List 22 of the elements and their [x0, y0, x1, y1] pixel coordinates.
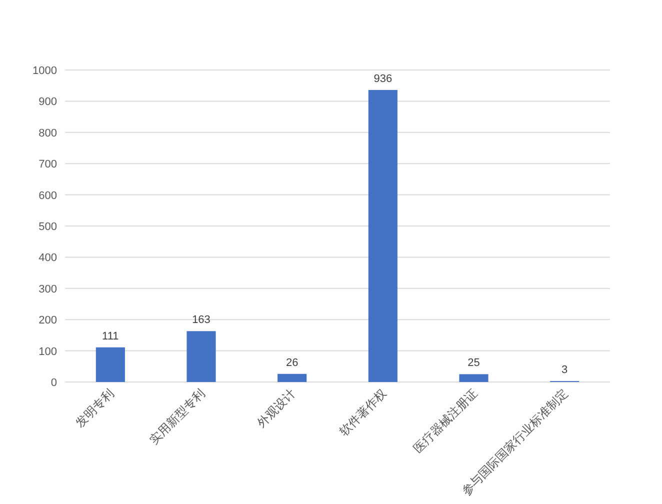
data-label: 3: [562, 364, 568, 376]
y-tick-label: 500: [38, 221, 57, 233]
y-tick-label: 600: [38, 190, 57, 202]
y-tick-label: 0: [50, 377, 57, 389]
data-label: 111: [102, 330, 119, 342]
y-tick-label: 900: [38, 96, 57, 108]
y-tick-label: 1000: [32, 65, 57, 77]
y-tick-label: 800: [38, 127, 57, 140]
data-label: 26: [286, 356, 298, 369]
x-tick-label: 医疗器械注册证: [410, 386, 480, 456]
y-tick-label: 200: [38, 314, 57, 327]
data-label: 25: [468, 357, 480, 370]
y-tick-label: 300: [38, 283, 57, 296]
y-tick-label: 100: [38, 346, 57, 358]
x-tick-label: 发明专利: [72, 386, 117, 430]
data-label: 163: [192, 314, 210, 326]
x-tick-label: 外观设计: [254, 386, 298, 430]
y-tick-label: 400: [38, 252, 57, 264]
y-tick-label: 700: [38, 158, 57, 171]
data-label: 936: [374, 72, 392, 85]
x-tick-label: 软件著作权: [336, 386, 390, 439]
x-tick-label: 实用新型专利: [146, 386, 208, 448]
